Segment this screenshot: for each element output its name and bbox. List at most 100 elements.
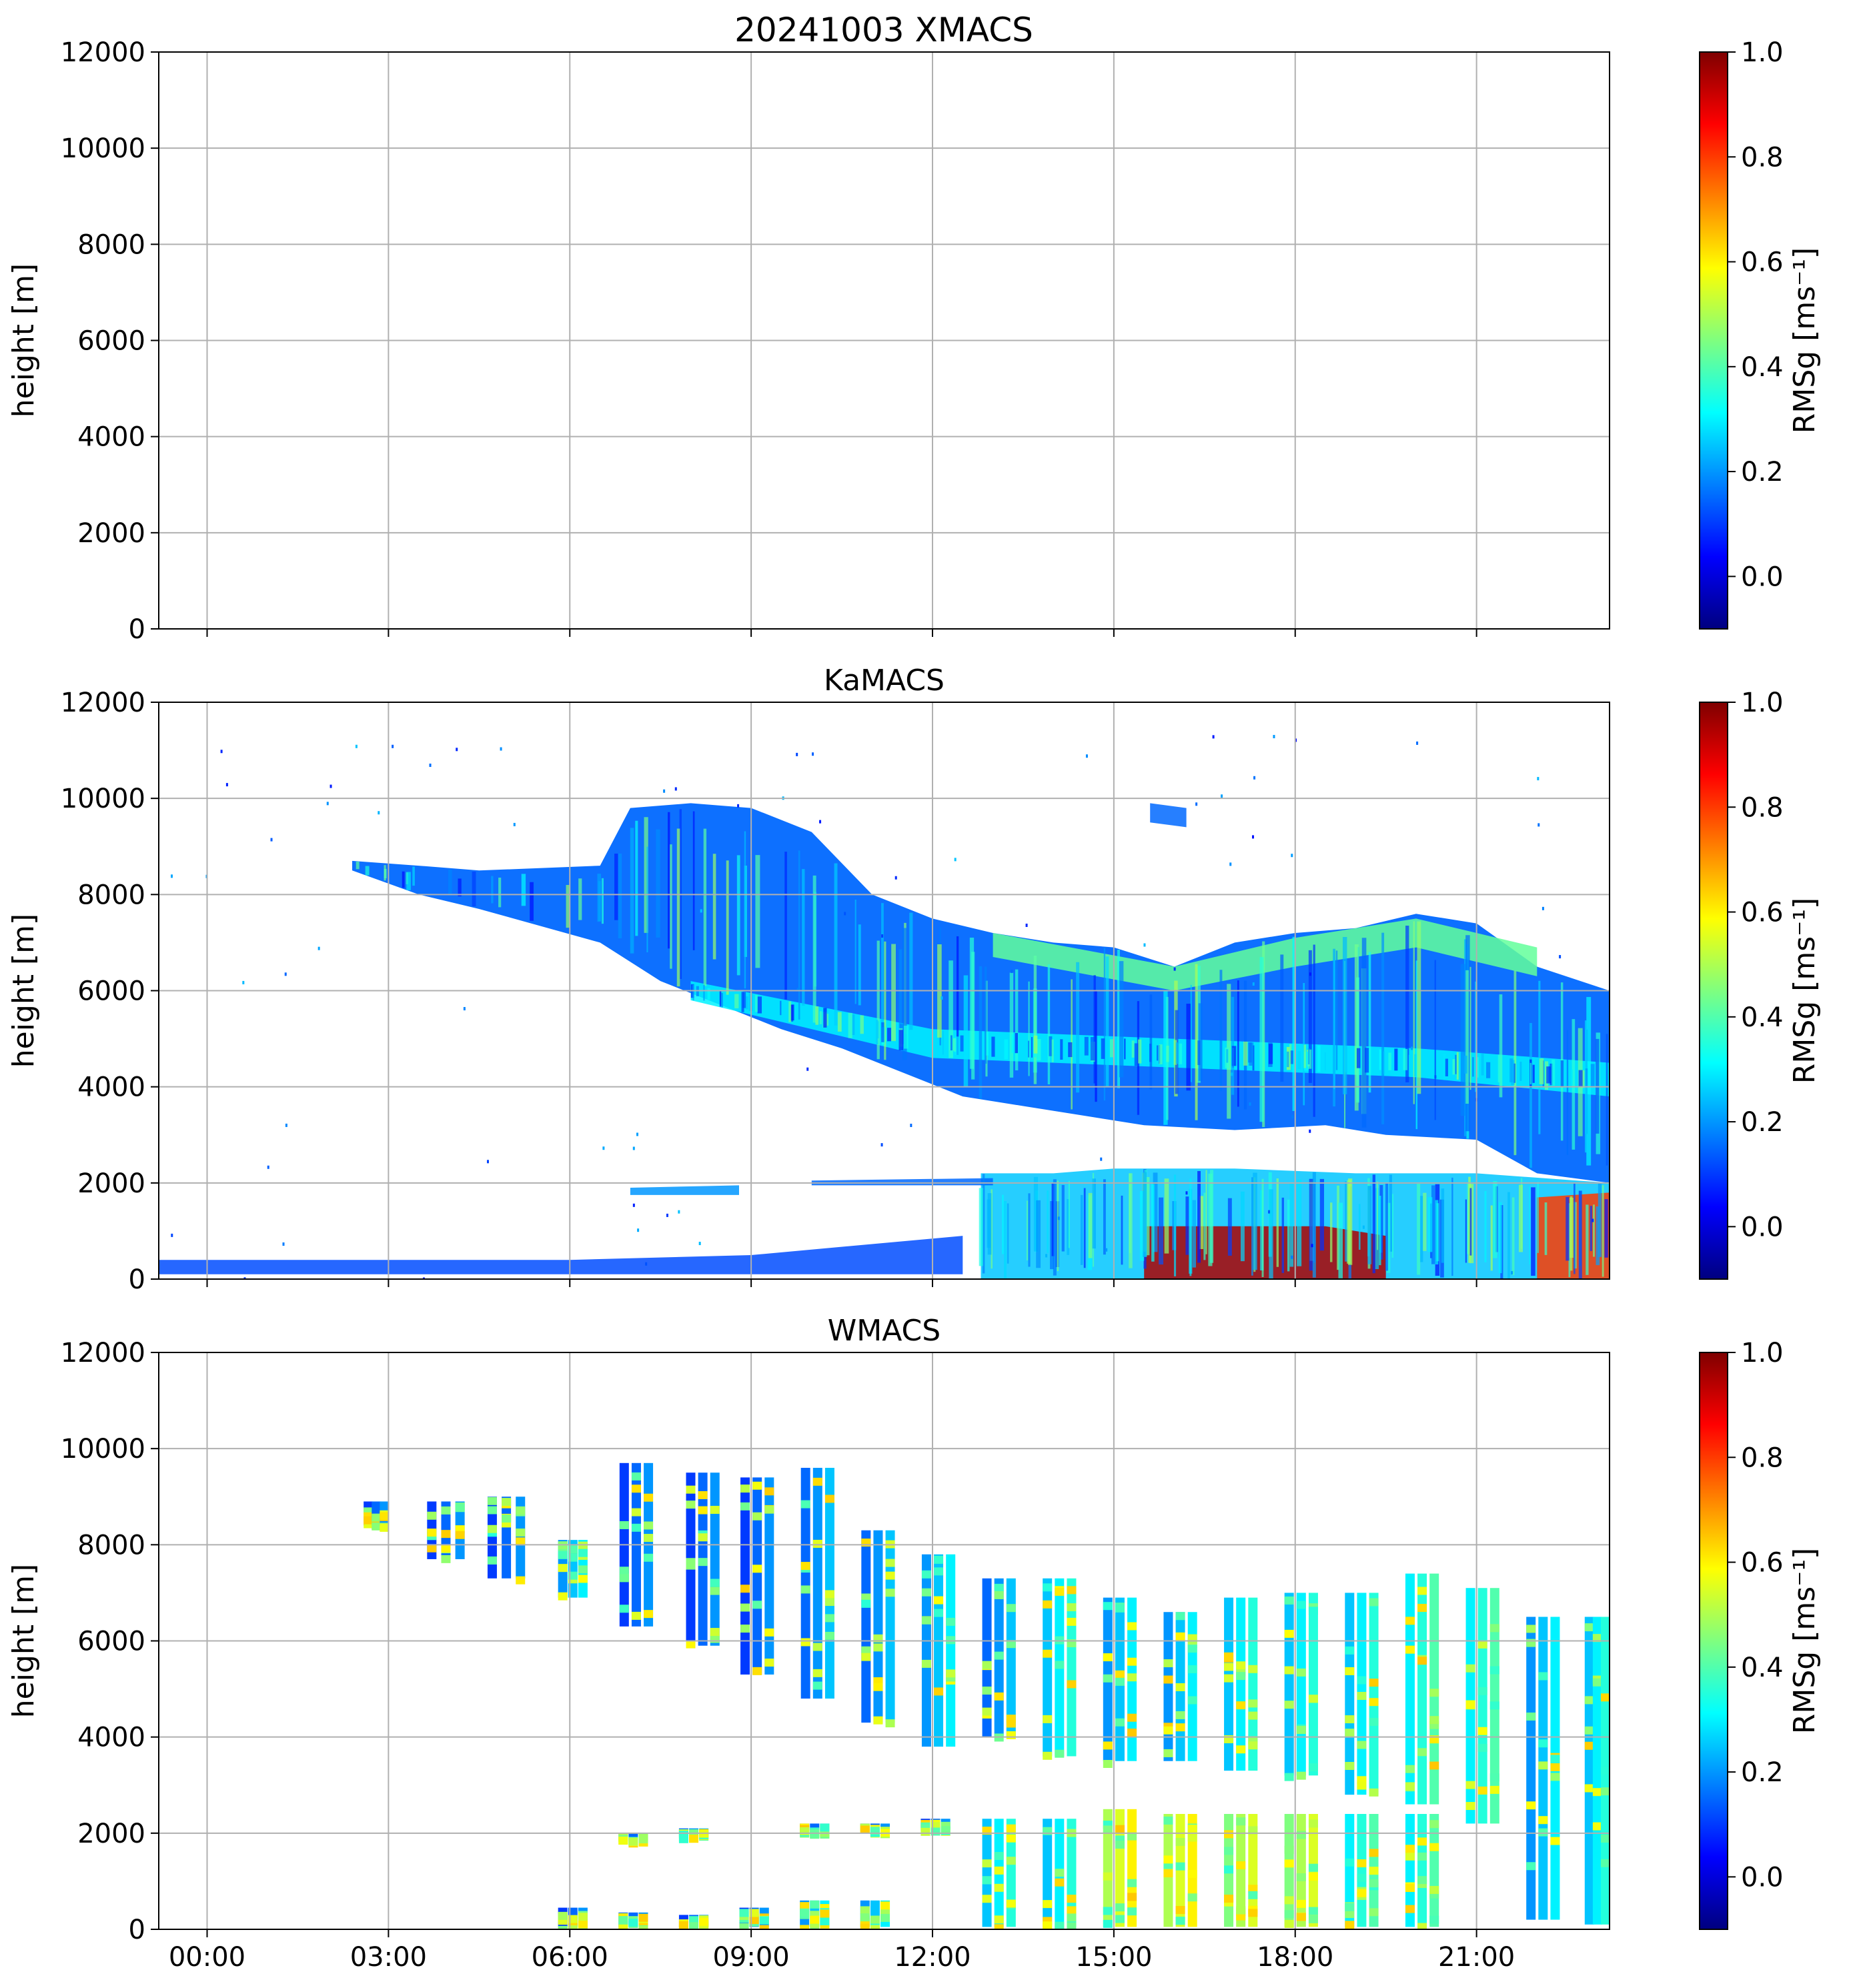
strip-speck <box>686 1501 696 1509</box>
noise-dot <box>463 1007 466 1011</box>
strip-speck <box>441 1530 451 1539</box>
strip-speck <box>812 1681 822 1690</box>
strip-line <box>1584 1617 1594 1925</box>
colorbar-tick-label: 1.0 <box>1741 37 1784 68</box>
strip-speck <box>1296 1873 1306 1881</box>
strip-speck <box>1067 1906 1077 1915</box>
noise-dot <box>602 1146 605 1150</box>
strip-speck <box>1465 1700 1475 1709</box>
x-tick-label: 12:00 <box>894 1942 971 1973</box>
colorbar-tick-label: 0.8 <box>1741 142 1784 173</box>
noise-dot <box>500 747 502 751</box>
strip-speck <box>1284 1629 1294 1638</box>
noise-dot <box>941 996 943 1000</box>
colorbar-tick-label: 0.6 <box>1741 1548 1784 1579</box>
strip-speck <box>1405 1765 1415 1773</box>
strip-speck <box>427 1511 437 1520</box>
strip-speck <box>1006 1834 1016 1843</box>
strip-speck <box>820 1909 830 1918</box>
strip-speck <box>455 1531 465 1539</box>
strip-speck <box>752 1565 762 1573</box>
strip-speck <box>1127 1893 1137 1901</box>
strip-speck <box>1550 1837 1560 1845</box>
strip-speck <box>873 1716 883 1725</box>
noise-dot <box>1185 1191 1188 1195</box>
strip-speck <box>885 1559 895 1567</box>
noise-dot <box>1362 1225 1365 1229</box>
noise-dot <box>170 874 173 878</box>
strip-speck <box>1584 1726 1594 1735</box>
strip-speck <box>1236 1906 1246 1915</box>
strip-speck <box>455 1504 465 1513</box>
strip-speck <box>982 1895 992 1903</box>
y-tick-label: 12000 <box>61 37 145 68</box>
noise-dot <box>1100 1157 1103 1161</box>
strip-speck <box>824 1590 834 1599</box>
scan-strip <box>1163 1814 1197 1927</box>
noise-dot <box>282 1242 285 1246</box>
strip-speck <box>628 1919 638 1927</box>
strip-line <box>710 1472 720 1646</box>
y-tick-label: 4000 <box>77 422 145 453</box>
noise-dot <box>1559 955 1562 959</box>
strip-speck <box>861 1646 871 1655</box>
strip-speck <box>885 1589 895 1597</box>
strip-speck <box>1357 1873 1367 1882</box>
strip-line <box>1369 1593 1379 1795</box>
strip-speck <box>880 1913 890 1922</box>
y-tick-label: 12000 <box>61 688 145 718</box>
strip-speck <box>870 1827 880 1835</box>
noise-dot <box>1541 906 1544 910</box>
strip-speck <box>1103 1907 1113 1915</box>
strip-speck <box>1584 1623 1594 1632</box>
y-axis-label: height [m] <box>7 263 41 417</box>
strip-speck <box>678 1921 688 1929</box>
colorbar-tick-label: 0.6 <box>1741 247 1784 278</box>
strip-speck <box>982 1687 992 1695</box>
scan-strip <box>740 1477 774 1675</box>
y-tick-label: 4000 <box>77 1723 145 1753</box>
strip-speck <box>558 1925 568 1929</box>
strip-speck <box>1248 1699 1258 1708</box>
strip-speck <box>820 1823 830 1832</box>
strip-speck <box>1175 1862 1185 1871</box>
strip-speck <box>1115 1604 1125 1613</box>
strip-speck <box>921 1659 931 1668</box>
scan-strip <box>739 1907 769 1929</box>
strip-speck <box>558 1551 568 1559</box>
strip-speck <box>1006 1604 1016 1613</box>
strip-speck <box>1187 1825 1197 1833</box>
strip-speck <box>1465 1802 1475 1811</box>
y-tick-label: 10000 <box>61 133 145 164</box>
strip-line <box>1163 1612 1173 1761</box>
strip-speck <box>1345 1646 1355 1655</box>
strip-speck <box>1103 1825 1113 1834</box>
panel-title: WMACS <box>828 1314 941 1348</box>
colorbar-tick-label: 0.4 <box>1741 352 1784 383</box>
strip-speck <box>1538 1828 1548 1837</box>
strip-speck <box>1248 1885 1258 1893</box>
strip-speck <box>686 1485 696 1494</box>
strip-speck <box>1127 1832 1137 1841</box>
strip-speck <box>994 1883 1004 1892</box>
strip-speck <box>1043 1751 1053 1760</box>
strip-speck <box>1284 1910 1294 1919</box>
noise-dot <box>1291 1255 1293 1259</box>
scan-strip <box>618 1833 648 1848</box>
strip-speck <box>1584 1784 1594 1793</box>
noise-dot <box>1212 735 1215 739</box>
strip-speck <box>689 1924 699 1929</box>
scan-strip <box>860 1900 890 1929</box>
noise-dot <box>392 744 394 748</box>
strip-speck <box>1284 1845 1294 1854</box>
strip-speck <box>824 1495 834 1503</box>
strip-speck <box>752 1667 762 1675</box>
noise-dot <box>632 1146 635 1150</box>
noise-dot <box>270 838 273 842</box>
strip-speck <box>1550 1755 1560 1763</box>
strip-speck <box>1127 1879 1137 1887</box>
colorbar-tick-label: 0.4 <box>1741 1002 1784 1033</box>
strip-speck <box>698 1506 708 1515</box>
strip-line <box>1345 1814 1355 1927</box>
strip-speck <box>686 1640 696 1649</box>
